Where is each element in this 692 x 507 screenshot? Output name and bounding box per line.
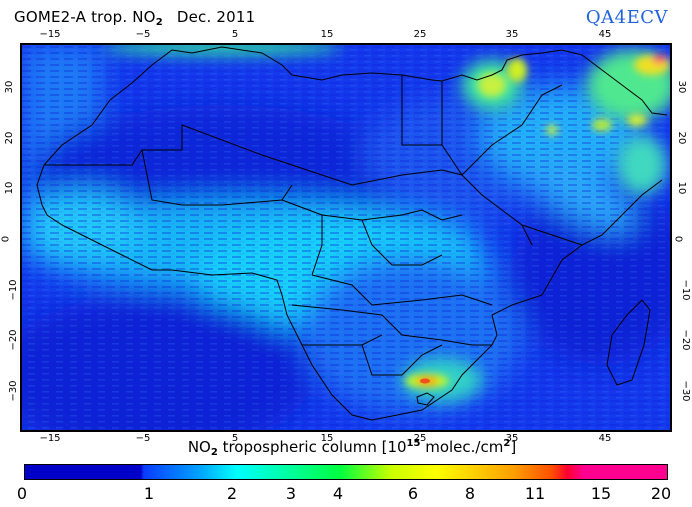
colorbar-tick-label: 3 — [286, 484, 296, 503]
x-tick-label: −15 — [39, 29, 60, 40]
title-date: Dec. 2011 — [177, 8, 256, 26]
colorbar-tick-label: 6 — [408, 484, 418, 503]
y-tick-label: 10 — [676, 182, 687, 195]
y-tick-label: 20 — [4, 132, 15, 145]
y-tick-label: −20 — [680, 329, 691, 350]
colorbar-tick-label: 0 — [17, 484, 27, 503]
y-tick-label: 10 — [4, 182, 15, 195]
colorbar-tick-label: 1 — [144, 484, 154, 503]
x-tick-label: 35 — [506, 29, 519, 40]
label-end: ] — [510, 438, 516, 456]
colorbar-tick-label: 4 — [333, 484, 343, 503]
map-plot-area — [20, 43, 672, 432]
x-tick-label: 5 — [232, 29, 238, 40]
y-tick-label: 30 — [4, 81, 15, 94]
colorbar — [24, 464, 668, 480]
x-tick-label: 45 — [599, 29, 612, 40]
label-sup: 15 — [407, 438, 421, 449]
title-subscript: 2 — [156, 17, 163, 28]
x-tick-label: 15 — [321, 29, 334, 40]
y-tick-label: −10 — [8, 279, 19, 300]
y-tick-label: 0 — [673, 236, 684, 242]
y-tick-label: 20 — [676, 132, 687, 145]
x-tick-label: 45 — [599, 433, 612, 444]
colorbar-tick-label: 15 — [591, 484, 611, 503]
colorbar-tick-label: 11 — [525, 484, 545, 503]
label-unit-sup: 2 — [503, 438, 510, 449]
label-sub: 2 — [211, 447, 218, 458]
colorbar-tick-label: 20 — [651, 484, 671, 503]
no2-heatmap — [22, 45, 670, 430]
y-tick-label: −10 — [680, 279, 691, 300]
label-unit: molec./cm — [420, 438, 503, 456]
x-tick-label: −5 — [136, 29, 151, 40]
label-text: NO — [188, 438, 211, 456]
y-tick-label: 30 — [676, 81, 687, 94]
colorbar-tick-label: 2 — [227, 484, 237, 503]
colorbar-tick-label: 8 — [465, 484, 475, 503]
brand-logo: QA4ECV — [586, 7, 668, 28]
y-tick-label: −20 — [8, 329, 19, 350]
y-tick-label: 0 — [1, 236, 12, 242]
x-tick-label: −15 — [39, 433, 60, 444]
plot-title: GOME2-A trop. NO2 Dec. 2011 — [14, 8, 255, 28]
x-tick-label: 25 — [414, 29, 427, 40]
title-text: GOME2-A trop. NO — [14, 8, 156, 26]
colorbar-label: NO2 tropospheric column [1015 molec./cm2… — [188, 438, 516, 458]
label-mid: tropospheric column [10 — [218, 438, 407, 456]
y-tick-label: −30 — [680, 380, 691, 401]
x-tick-label: −5 — [136, 433, 151, 444]
y-tick-label: −30 — [8, 380, 19, 401]
